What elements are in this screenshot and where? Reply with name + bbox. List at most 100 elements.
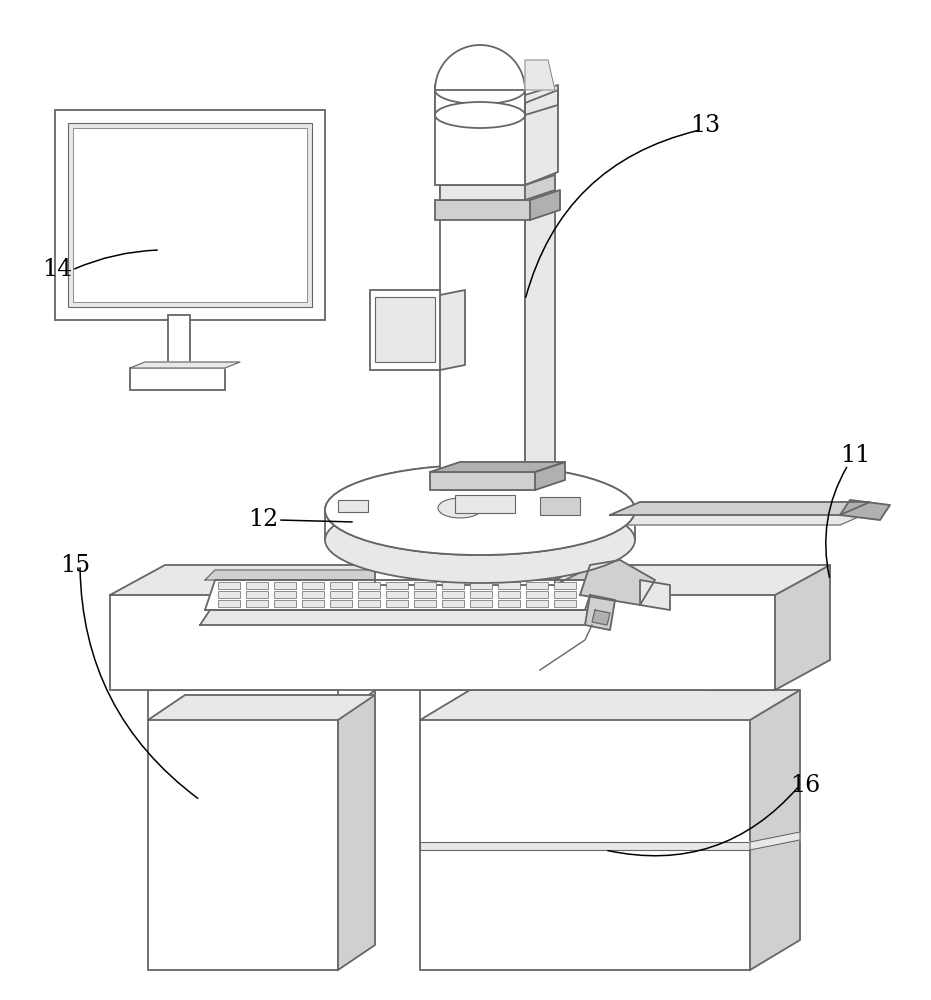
Bar [218, 582, 240, 589]
Bar [68, 123, 312, 307]
Polygon shape [525, 90, 558, 185]
Bar [358, 582, 380, 589]
Bar [218, 591, 240, 598]
Polygon shape [610, 502, 870, 515]
Polygon shape [765, 570, 800, 690]
Polygon shape [500, 555, 520, 620]
Bar [430, 472, 535, 490]
Polygon shape [750, 832, 800, 850]
Polygon shape [205, 570, 595, 580]
Polygon shape [375, 555, 595, 560]
Bar [414, 600, 436, 607]
Bar [445, 555, 500, 620]
Wedge shape [435, 45, 525, 90]
Bar [470, 591, 492, 598]
Bar [554, 582, 576, 589]
Bar [246, 582, 268, 589]
Bar [498, 600, 520, 607]
Bar [110, 595, 775, 690]
Polygon shape [775, 565, 830, 690]
Text: 15: 15 [60, 554, 90, 576]
Bar [325, 510, 635, 540]
Bar [400, 540, 540, 560]
Bar [386, 582, 408, 589]
Bar [148, 690, 338, 970]
Bar [246, 591, 268, 598]
Bar [455, 495, 515, 513]
Bar [554, 591, 576, 598]
Bar [302, 600, 324, 607]
Ellipse shape [435, 102, 525, 128]
Bar [526, 591, 548, 598]
Bar [274, 600, 296, 607]
Polygon shape [555, 560, 595, 585]
Bar [420, 690, 750, 970]
Bar [274, 582, 296, 589]
Polygon shape [440, 290, 465, 370]
Bar [386, 600, 408, 607]
Ellipse shape [325, 465, 635, 555]
Bar [218, 600, 240, 607]
Bar [73, 128, 307, 302]
Bar [526, 582, 548, 589]
Bar [498, 582, 520, 589]
Polygon shape [540, 540, 575, 560]
Bar [435, 85, 525, 115]
Text: 12: 12 [248, 508, 278, 532]
Bar [554, 600, 576, 607]
Polygon shape [148, 695, 375, 720]
Bar [470, 600, 492, 607]
Bar [302, 582, 324, 589]
Bar [414, 591, 436, 598]
Polygon shape [400, 537, 575, 540]
Polygon shape [535, 462, 565, 490]
Polygon shape [530, 190, 560, 220]
Bar [442, 600, 464, 607]
Bar [540, 497, 580, 515]
Bar [302, 591, 324, 598]
Bar [330, 582, 352, 589]
Polygon shape [338, 690, 375, 970]
Bar [370, 290, 440, 370]
Polygon shape [592, 610, 610, 625]
Bar [330, 591, 352, 598]
Bar [330, 600, 352, 607]
Text: 14: 14 [42, 258, 73, 282]
Bar [148, 595, 193, 690]
Bar [498, 591, 520, 598]
Polygon shape [750, 690, 800, 970]
Bar [338, 500, 368, 512]
Text: 13: 13 [690, 113, 720, 136]
Bar [414, 582, 436, 589]
Ellipse shape [435, 76, 525, 104]
Polygon shape [525, 85, 558, 115]
Polygon shape [110, 565, 830, 595]
Bar [442, 582, 464, 589]
Polygon shape [840, 500, 890, 520]
Bar [440, 170, 525, 490]
Polygon shape [525, 170, 555, 490]
Polygon shape [200, 610, 600, 625]
Text: 11: 11 [840, 444, 870, 466]
Bar [130, 368, 225, 390]
Bar [442, 591, 464, 598]
Polygon shape [585, 595, 615, 630]
Polygon shape [580, 560, 655, 605]
Bar [526, 600, 548, 607]
Bar [246, 600, 268, 607]
Bar [55, 110, 325, 320]
Bar [386, 591, 408, 598]
Bar [470, 582, 492, 589]
Polygon shape [640, 580, 670, 610]
Ellipse shape [325, 497, 635, 583]
Bar [420, 842, 750, 850]
Bar [358, 591, 380, 598]
Bar [168, 315, 190, 370]
Polygon shape [610, 512, 870, 525]
Bar [375, 560, 555, 585]
Ellipse shape [438, 498, 482, 518]
Polygon shape [130, 362, 240, 368]
Bar [375, 297, 435, 362]
Text: 16: 16 [790, 774, 820, 796]
Polygon shape [420, 690, 800, 720]
